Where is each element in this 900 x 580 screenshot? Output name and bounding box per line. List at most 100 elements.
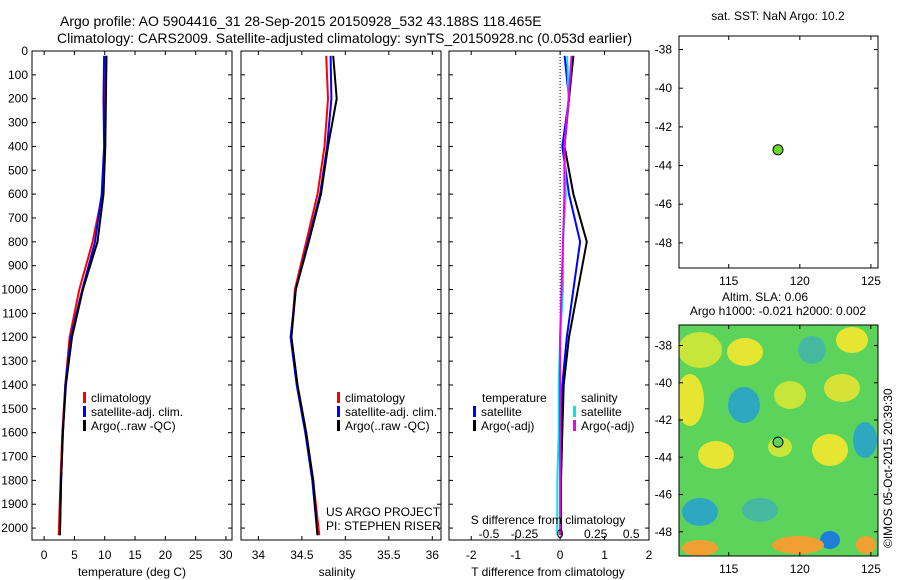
legend-swatch-climatology xyxy=(83,392,86,403)
difference-axes-box xyxy=(448,50,650,541)
temperature-x-label: temperature (deg C) xyxy=(78,565,186,579)
s-difference-ticks: -0.5 -0.25 0 0.25 0.5 xyxy=(479,527,640,541)
legend-swatch-s-argo xyxy=(573,420,576,431)
legend-swatch-satellite xyxy=(83,406,86,417)
legend-label-t-satellite: satellite xyxy=(481,405,522,419)
x-tick-label: 36 xyxy=(426,548,440,562)
map-x-tick-label: 125 xyxy=(861,274,881,288)
map-y-tick-label: -46 xyxy=(655,197,673,211)
depth-tick-label: 1500 xyxy=(1,402,28,416)
difference-x-axis: -2 -1 0 1 2 xyxy=(466,51,653,562)
depth-tick-label: 1800 xyxy=(1,473,28,487)
x-tick-label: 5 xyxy=(71,548,78,562)
legend-swatch-argo xyxy=(83,420,86,431)
map-x-tick-label: 115 xyxy=(719,562,738,576)
s-difference-tick-label: 0.5 xyxy=(623,527,640,541)
x-tick-label: 35.5 xyxy=(377,548,401,562)
difference-series xyxy=(556,55,588,536)
legend-swatch-climatology xyxy=(337,392,340,403)
x-tick-label: 15 xyxy=(128,548,142,562)
legend-swatch-t-argo xyxy=(473,420,476,431)
sla-map-axes-box xyxy=(678,324,879,557)
sla-blob xyxy=(679,374,704,426)
imos-timestamp: ©IMOS 05-Oct-2015 20:39:30 xyxy=(881,388,895,548)
series-line xyxy=(559,55,573,536)
depth-tick-label: 1000 xyxy=(1,283,28,297)
annotation-pi: PI: STEPHEN RISER xyxy=(326,519,441,533)
sla-blob xyxy=(679,332,722,368)
argo-location-marker xyxy=(772,436,784,448)
temperature-panel: 0100200300400500600700800900100011001200… xyxy=(1,44,233,579)
salinity-axes-box xyxy=(240,50,442,541)
sla-blob xyxy=(856,536,876,554)
map-x-tick-label: 120 xyxy=(790,562,810,576)
x-tick-label: 2 xyxy=(646,548,653,562)
salinity-x-label: salinity xyxy=(319,565,356,579)
s-difference-tick-label: -0.25 xyxy=(511,527,539,541)
legend-label-s-argo: Argo(-adj) xyxy=(581,419,634,433)
map-x-tick-label: 115 xyxy=(719,274,738,288)
depth-tick-label: 1100 xyxy=(2,306,28,320)
salinity-legend: climatology satellite-adj. clim. Argo(..… xyxy=(337,391,437,433)
x-tick-label: 1 xyxy=(601,548,608,562)
x-tick-label: 34.5 xyxy=(290,548,314,562)
depth-tick-label: 1600 xyxy=(1,426,28,440)
sla-blob xyxy=(824,374,860,402)
sla-blob xyxy=(742,498,778,522)
sla-blob xyxy=(728,387,760,423)
t-difference-label: T difference from climatology xyxy=(471,565,625,579)
sst-map-axes-box xyxy=(678,35,879,269)
depth-tick-label: 300 xyxy=(8,116,28,130)
legend-label-satellite: satellite-adj. clim. xyxy=(345,405,437,419)
sla-blob xyxy=(727,338,763,366)
depth-tick-label: 1900 xyxy=(1,497,28,511)
sla-blob xyxy=(820,531,840,549)
series-line xyxy=(58,55,108,536)
x-tick-label: 34 xyxy=(252,548,266,562)
depth-tick-label: 500 xyxy=(8,163,28,177)
map-y-tick-label: -44 xyxy=(655,159,673,173)
x-tick-label: -2 xyxy=(466,548,477,562)
sla-blob xyxy=(682,540,718,556)
sla-map-ticks: 115 120 125 -38 -40 -42 -44 -46 -48 xyxy=(655,325,881,576)
temperature-axes-box xyxy=(31,50,233,541)
depth-tick-label: 2000 xyxy=(1,521,28,535)
legend-label-climatology: climatology xyxy=(91,391,151,405)
depth-tick-label: 1200 xyxy=(1,330,28,344)
legend-swatch-argo xyxy=(337,420,340,431)
depth-tick-label: 1700 xyxy=(1,450,28,464)
salinity-x-axis: 34 34.5 35 35.5 36 xyxy=(252,51,440,562)
legend-header-salinity: salinity xyxy=(581,391,618,405)
sla-blob xyxy=(836,327,868,353)
x-tick-label: 30 xyxy=(219,548,233,562)
map-y-tick-label: -44 xyxy=(655,450,673,464)
temperature-series xyxy=(57,55,108,536)
series-line xyxy=(290,55,338,536)
s-difference-label: S difference from climatology xyxy=(471,513,626,527)
map-y-tick-label: -40 xyxy=(655,376,673,390)
temperature-legend: climatology satellite-adj. clim. Argo(..… xyxy=(83,391,183,433)
sla-map-panel: Altim. SLA: 0.06 Argo h1000: -0.021 h200… xyxy=(655,290,895,576)
legend-header-temperature: temperature xyxy=(482,391,547,405)
sla-map-title-2: Argo h1000: -0.021 h2000: 0.002 xyxy=(690,304,866,318)
depth-tick-label: 1400 xyxy=(1,378,28,392)
sla-blob xyxy=(812,434,848,466)
map-y-tick-label: -42 xyxy=(655,120,673,134)
temperature-x-axis: 0 5 10 15 20 25 30 xyxy=(41,51,233,562)
x-tick-label: 25 xyxy=(189,548,203,562)
x-tick-label: -1 xyxy=(510,548,521,562)
legend-swatch-s-satellite xyxy=(573,406,576,417)
depth-tick-label: 1300 xyxy=(1,354,28,368)
sla-blob xyxy=(772,536,824,554)
depth-tick-label: 700 xyxy=(8,211,28,225)
sla-blob xyxy=(698,441,734,469)
map-x-tick-label: 125 xyxy=(861,562,881,576)
x-tick-label: 0 xyxy=(41,548,48,562)
map-y-tick-label: -48 xyxy=(655,525,673,539)
depth-tick-label: 600 xyxy=(8,187,28,201)
map-y-tick-label: -40 xyxy=(655,81,673,95)
salinity-series xyxy=(289,55,338,536)
legend-label-t-argo: Argo(-adj) xyxy=(481,419,534,433)
depth-axis: 0 100 200 300 400 500 600 700 800 900 1000 1100 1200… xyxy=(1,44,232,535)
legend-label-s-satellite: satellite xyxy=(581,405,622,419)
